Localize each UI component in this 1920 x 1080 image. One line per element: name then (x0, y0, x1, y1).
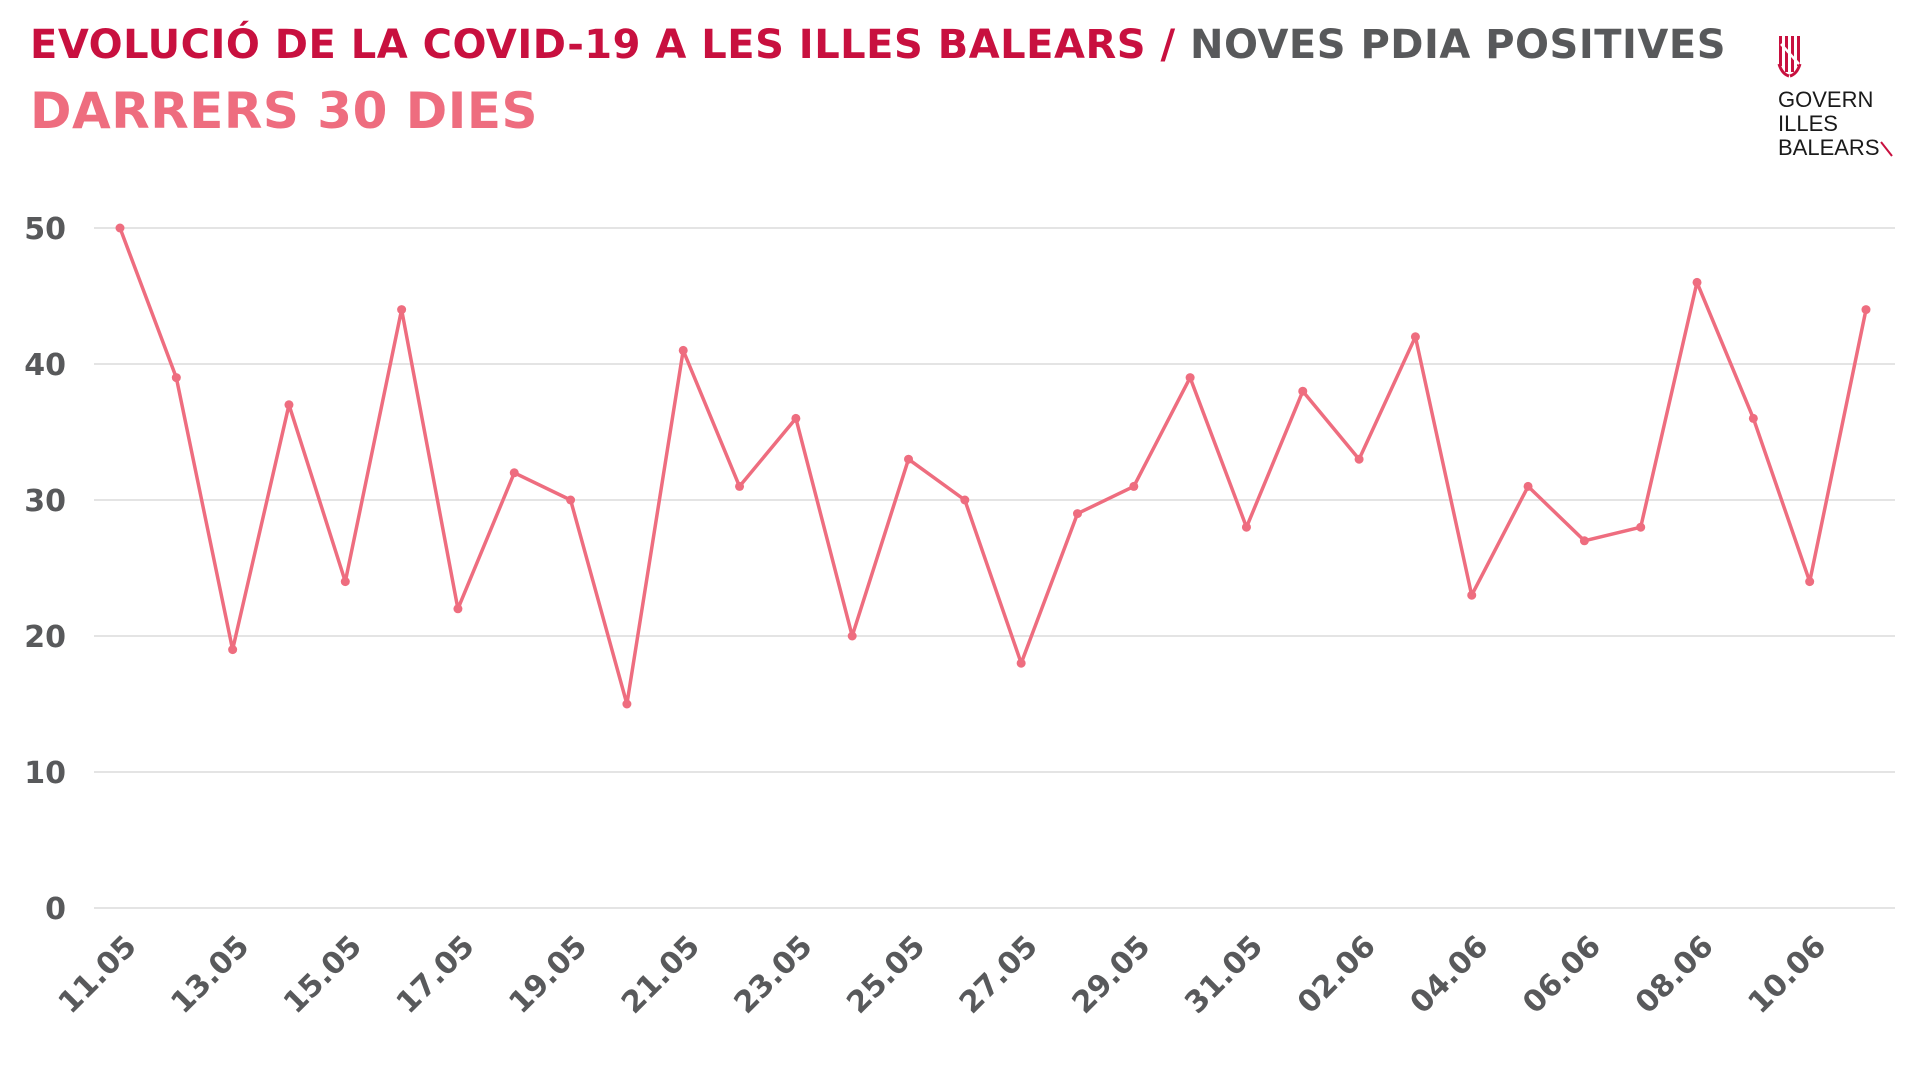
x-tick-label: 23.05 (728, 929, 820, 1021)
data-point-03.06 (1410, 332, 1420, 342)
data-point-18.05 (509, 468, 519, 478)
logo-slash-icon (1879, 141, 1893, 157)
x-tick-label: 25.05 (840, 929, 932, 1021)
data-point-09.06 (1748, 413, 1758, 423)
data-point-05.06 (1523, 481, 1533, 491)
chart-title-separator: / (1146, 22, 1191, 68)
chart-subtitle: DARRERS 30 DIES (30, 82, 539, 140)
chart-title-secondary: NOVES PDIA POSITIVES (1190, 22, 1727, 68)
data-point-04.06 (1467, 590, 1477, 600)
data-point-08.06 (1692, 277, 1702, 287)
data-point-31.05 (1241, 522, 1251, 532)
data-point-26.05 (960, 495, 970, 505)
logo-wordmark: GOVERN ILLES BALEARS (1778, 88, 1894, 160)
series-line (118, 226, 1868, 706)
logo-line-illes: ILLES (1778, 111, 1838, 136)
data-point-10.06 (1805, 577, 1815, 587)
data-point-17.05 (453, 604, 463, 614)
data-point-14.05 (284, 400, 294, 410)
data-point-06.06 (1579, 536, 1589, 546)
x-tick-label: 17.05 (390, 929, 482, 1021)
x-tick-label: 19.05 (502, 929, 594, 1021)
y-tick-label: 20 (24, 620, 66, 655)
x-tick-label: 15.05 (277, 929, 369, 1021)
x-tick-label: 02.06 (1291, 929, 1383, 1021)
y-tick-label: 40 (24, 348, 66, 383)
y-axis-ticks: 0 10 20 30 40 50 (24, 212, 66, 927)
x-axis-ticks: 11.05 13.05 15.05 17.05 19.05 21.05 23.05 25.05… (52, 929, 1834, 1021)
data-point-12.05 (171, 373, 181, 383)
y-tick-label: 50 (24, 212, 66, 247)
chart-title-main: EVOLUCIÓ DE LA COVID-19 A LES ILLES BALE… (30, 22, 1147, 68)
x-tick-label: 21.05 (615, 929, 707, 1021)
x-tick-label: 08.06 (1629, 929, 1721, 1021)
data-point-20.05 (622, 699, 632, 709)
x-tick-label: 31.05 (1178, 929, 1270, 1021)
y-tick-label: 0 (45, 892, 66, 927)
data-point-16.05 (397, 305, 407, 315)
data-point-24.05 (847, 631, 857, 641)
data-point-02.06 (1354, 454, 1364, 464)
grid-lines (94, 227, 1895, 909)
x-tick-label: 29.05 (1066, 929, 1158, 1021)
x-tick-label: 11.05 (52, 929, 144, 1021)
data-point-30.05 (1185, 373, 1195, 383)
data-point-23.05 (791, 413, 801, 423)
y-tick-label: 10 (24, 756, 66, 791)
data-point-22.05 (735, 481, 745, 491)
data-point-11.05 (115, 223, 125, 233)
data-point-28.05 (1072, 509, 1082, 519)
x-tick-label: 27.05 (953, 929, 1045, 1021)
x-tick-label: 10.06 (1741, 929, 1833, 1021)
data-point-29.05 (1129, 481, 1139, 491)
y-tick-label: 30 (24, 484, 66, 519)
data-point-13.05 (228, 645, 238, 655)
data-point-07.06 (1636, 522, 1646, 532)
data-point-15.05 (340, 577, 350, 587)
x-tick-label: 04.06 (1404, 929, 1496, 1021)
series-layer (115, 223, 1871, 709)
govern-illes-balears-crest-icon (1777, 36, 1802, 78)
data-point-27.05 (1016, 658, 1026, 668)
data-point-01.06 (1298, 386, 1308, 396)
data-point-11.06 (1861, 305, 1871, 315)
chart-title: EVOLUCIÓ DE LA COVID-19 A LES ILLES BALE… (30, 22, 1726, 68)
data-point-21.05 (678, 345, 688, 355)
data-point-19.05 (566, 495, 576, 505)
x-tick-label: 13.05 (164, 929, 256, 1021)
x-tick-label: 06.06 (1516, 929, 1608, 1021)
logo-line-govern: GOVERN (1778, 87, 1874, 112)
logo-line-balears: BALEARS (1778, 136, 1894, 160)
govern-illes-balears-logo: GOVERN ILLES BALEARS (1772, 34, 1902, 164)
data-point-25.05 (904, 454, 914, 464)
